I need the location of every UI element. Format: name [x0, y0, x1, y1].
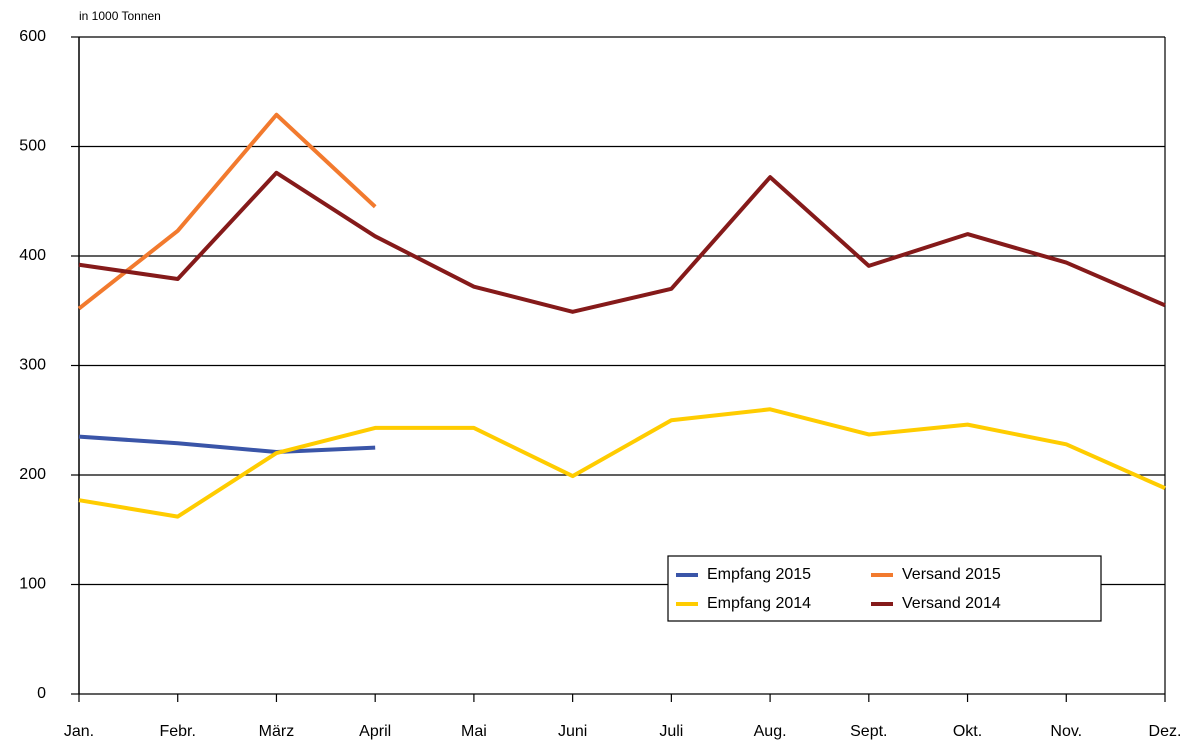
x-tick-label: Nov. [1050, 723, 1082, 740]
x-tick-label: Juni [558, 723, 587, 740]
series-line [78, 434, 376, 455]
series-line [78, 170, 1166, 314]
legend-label: Versand 2015 [902, 566, 1001, 583]
legend-box [667, 555, 1102, 622]
x-tick-label: Okt. [953, 723, 982, 740]
series-line [78, 407, 1166, 519]
x-tick-label: März [259, 723, 295, 740]
x-tick-label: Aug. [754, 723, 787, 740]
x-tick-label: Febr. [159, 723, 195, 740]
x-tick-label: Dez. [1149, 723, 1182, 740]
legend-label: Versand 2014 [902, 595, 1001, 612]
y-tick-label: 100 [19, 576, 46, 593]
series-line [77, 112, 377, 311]
y-tick-label: 500 [19, 138, 46, 155]
x-tick-label: April [359, 723, 391, 740]
x-tick-label: Jan. [64, 723, 94, 740]
y-tick-label: 600 [19, 28, 46, 45]
x-tick-label: Sept. [850, 723, 887, 740]
x-tick-label: Mai [461, 723, 487, 740]
legend-label: Empfang 2015 [707, 566, 811, 583]
y-tick-label: 400 [19, 247, 46, 264]
legend-label: Empfang 2014 [707, 595, 811, 612]
unit-label: in 1000 Tonnen [79, 9, 161, 23]
x-tick-label: Juli [659, 723, 683, 740]
y-tick-label: 0 [37, 685, 46, 702]
y-tick-label: 200 [19, 466, 46, 483]
y-tick-label: 300 [19, 357, 46, 374]
